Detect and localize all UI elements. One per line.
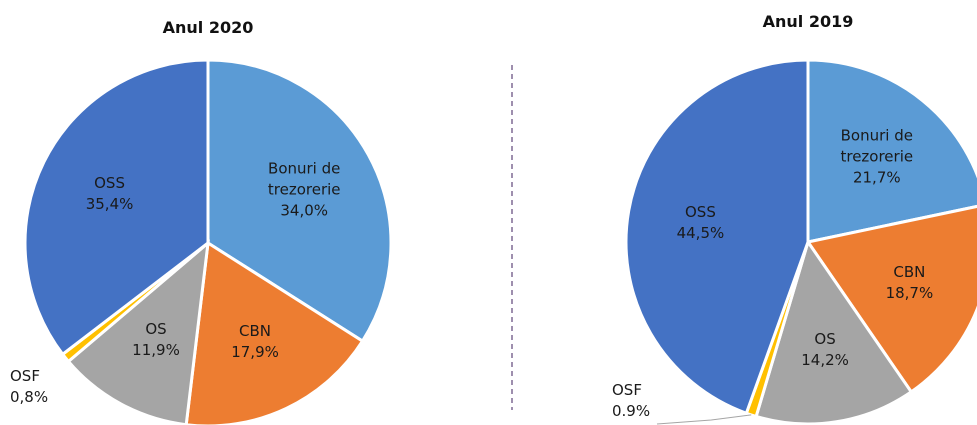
- category-label: OSF: [10, 367, 40, 385]
- category-label: OS: [814, 329, 836, 348]
- value-label: 0.9%: [612, 402, 651, 420]
- value-label: 34,0%: [280, 201, 329, 220]
- slice-label: OSS 44,5%: [645, 202, 755, 244]
- value-label: 11,9%: [132, 340, 180, 359]
- slice-label: OSF 0,8%: [10, 366, 48, 408]
- value-label: 0,8%: [10, 388, 49, 406]
- category-label: OSF: [612, 381, 642, 399]
- pie-slice: [23, 58, 210, 357]
- value-label: 44,5%: [676, 224, 725, 243]
- category-label: OSS: [684, 203, 716, 222]
- category-label: Bonuri de trezorerie: [840, 126, 914, 166]
- chart-title: Anul 2019: [762, 12, 854, 31]
- category-label: Bonuri de trezorerie: [267, 159, 341, 199]
- slice-label: OS 14,2%: [770, 329, 880, 371]
- pie-slice: [624, 58, 810, 416]
- slice-label: OSF 0.9%: [612, 380, 650, 422]
- chart-title: Anul 2020: [162, 18, 254, 37]
- value-label: 18,7%: [885, 283, 934, 302]
- leader-line: [656, 414, 752, 425]
- category-label: CBN: [239, 322, 272, 341]
- slice-label: Bonuri de trezorerie 34,0%: [249, 159, 359, 222]
- category-label: OSS: [94, 174, 125, 193]
- value-label: 14,2%: [801, 350, 849, 369]
- pie-slice: [66, 239, 210, 425]
- slice-label: CBN 17,9%: [200, 321, 310, 363]
- slice-label: Bonuri de trezorerie 21,7%: [822, 126, 932, 189]
- category-label: OS: [145, 319, 167, 338]
- pie-slice: [806, 58, 977, 244]
- value-label: 35,4%: [85, 195, 134, 214]
- category-label: CBN: [893, 262, 926, 281]
- slice-label: CBN 18,7%: [854, 262, 964, 304]
- pie-slice: [805, 204, 977, 394]
- value-label: 17,9%: [231, 343, 279, 362]
- value-label: 21,7%: [852, 168, 901, 187]
- slice-label: OSS 35,4%: [55, 173, 165, 215]
- pie-slice: [184, 240, 365, 425]
- slice-label: OS 11,9%: [101, 319, 211, 361]
